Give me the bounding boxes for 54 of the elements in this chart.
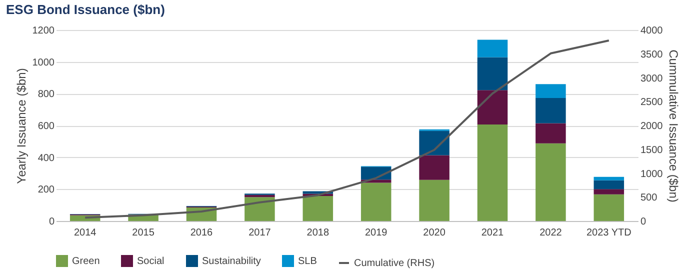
- bar: [536, 84, 566, 98]
- bar: [594, 176, 624, 180]
- x-tick-label: 2018: [306, 228, 330, 238]
- y2-tick-label: 0: [640, 216, 646, 228]
- y-tick-label: 0: [48, 216, 55, 228]
- y-tick-label: 400: [38, 152, 55, 164]
- y2-tick-label: 1500: [640, 144, 664, 156]
- x-tick-label: 2019: [364, 228, 388, 238]
- y2-tick-label: 3500: [640, 49, 664, 60]
- y2-axis-title: Cummulative Issuance ($bn): [666, 50, 681, 202]
- x-tick-label: 2015: [132, 228, 155, 238]
- bar: [536, 143, 566, 221]
- y2-tick-label: 3000: [640, 73, 664, 84]
- y2-tick-label: 2500: [640, 97, 664, 108]
- legend-label: Cumulative (RHS): [354, 258, 435, 269]
- x-tick-label: 2023 YTD: [586, 228, 632, 238]
- bar: [244, 197, 275, 221]
- bar: [536, 98, 566, 124]
- x-tick-label: 2014: [74, 228, 97, 238]
- y-tick-label: 1200: [32, 26, 55, 36]
- chart-title: ESG Bond Issuance ($bn): [6, 2, 165, 17]
- bar: [419, 130, 450, 156]
- y-tick-label: 200: [38, 184, 55, 196]
- y2-tick-label: 2000: [640, 121, 664, 132]
- x-tick-label: 2020: [423, 228, 446, 238]
- bar: [477, 57, 508, 90]
- bar: [594, 180, 624, 190]
- bar: [419, 155, 450, 180]
- line-series: [84, 40, 610, 219]
- legend-label: Green: [72, 256, 100, 267]
- x-tick-label: 2021: [481, 228, 504, 238]
- y-tick-label: 600: [38, 121, 55, 132]
- y2-tick-label: 4000: [640, 26, 664, 36]
- legend-label: Social: [137, 256, 164, 267]
- bar: [477, 40, 508, 58]
- bar: [360, 182, 392, 221]
- legend-label: SLB: [298, 256, 318, 267]
- x-tick-label: 2017: [248, 228, 272, 238]
- bar: [594, 194, 624, 221]
- y-tick-label: 800: [38, 89, 55, 100]
- bar: [244, 194, 275, 198]
- y-axis-title: Yearly Issuance ($bn): [14, 68, 28, 184]
- bar: [536, 123, 566, 144]
- y2-tick-label: 1000: [640, 168, 664, 180]
- x-tick-label: 2022: [540, 228, 562, 238]
- bar: [302, 196, 334, 221]
- legend-label: Sustainability: [202, 256, 261, 267]
- bar: [477, 124, 508, 221]
- bar: [477, 90, 508, 125]
- bar: [419, 180, 450, 221]
- x-tick-label: 2016: [190, 228, 214, 238]
- bar: [594, 189, 624, 194]
- y2-tick-label: 500: [640, 192, 658, 204]
- y-tick-label: 1000: [32, 57, 55, 68]
